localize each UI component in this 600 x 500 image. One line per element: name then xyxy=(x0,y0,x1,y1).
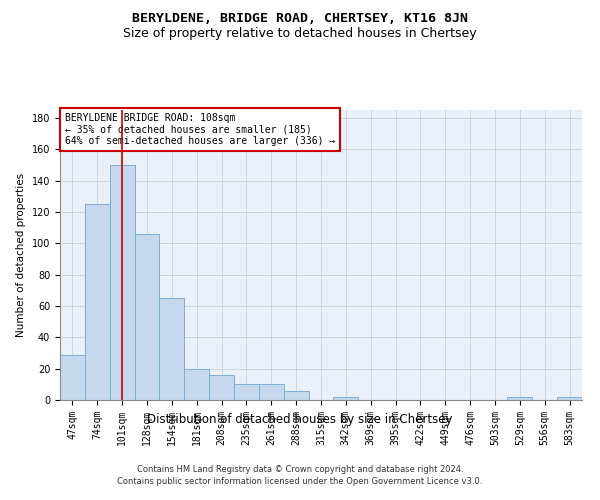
Text: Distribution of detached houses by size in Chertsey: Distribution of detached houses by size … xyxy=(147,412,453,426)
Bar xyxy=(508,397,532,400)
Bar xyxy=(60,354,85,400)
Bar xyxy=(259,384,284,400)
Text: Contains HM Land Registry data © Crown copyright and database right 2024.: Contains HM Land Registry data © Crown c… xyxy=(137,465,463,474)
Bar xyxy=(160,298,184,400)
Bar xyxy=(284,390,308,400)
Text: Size of property relative to detached houses in Chertsey: Size of property relative to detached ho… xyxy=(123,28,477,40)
Bar xyxy=(184,368,209,400)
Text: Contains public sector information licensed under the Open Government Licence v3: Contains public sector information licen… xyxy=(118,478,482,486)
Bar xyxy=(234,384,259,400)
Text: BERYLDENE BRIDGE ROAD: 108sqm
← 35% of detached houses are smaller (185)
64% of : BERYLDENE BRIDGE ROAD: 108sqm ← 35% of d… xyxy=(65,113,335,146)
Text: BERYLDENE, BRIDGE ROAD, CHERTSEY, KT16 8JN: BERYLDENE, BRIDGE ROAD, CHERTSEY, KT16 8… xyxy=(132,12,468,26)
Bar xyxy=(134,234,160,400)
Bar xyxy=(110,165,134,400)
Bar xyxy=(334,397,358,400)
Y-axis label: Number of detached properties: Number of detached properties xyxy=(16,173,26,337)
Bar xyxy=(85,204,110,400)
Bar xyxy=(557,397,582,400)
Bar xyxy=(209,375,234,400)
